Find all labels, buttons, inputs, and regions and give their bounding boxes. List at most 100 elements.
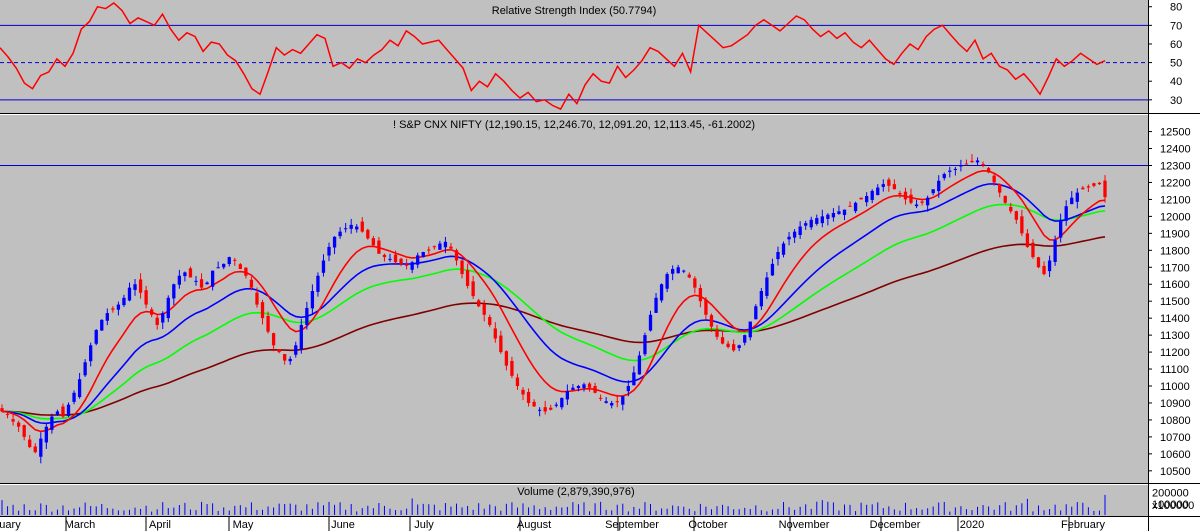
candle [743,334,747,346]
candle [205,281,209,285]
candle [388,253,392,262]
candle [515,373,520,390]
candle [377,237,381,254]
candle [399,257,403,267]
candle [233,257,237,266]
price-tick-label: 11000 [1160,381,1190,393]
rsi-panel [0,0,1148,113]
candle [748,321,752,341]
candle [338,227,342,239]
candle [698,284,703,308]
candle [89,342,93,367]
price-panel [0,115,1148,483]
candle [66,402,71,418]
rsi-tick-label: 40 [1170,76,1182,88]
price-tick-label: 11500 [1160,296,1190,308]
candle [111,306,115,313]
candle [149,307,154,318]
candle [133,279,137,296]
candle [909,188,913,205]
candle [770,258,775,276]
candle [964,159,969,165]
price-tick-label: 12300 [1160,160,1191,172]
volume-tick-label: 200000 [1152,488,1189,500]
candle [643,332,647,357]
price-tick-label: 12200 [1160,177,1191,189]
candle [898,190,902,198]
candle [166,295,170,323]
candle [482,300,486,322]
candle [715,324,719,340]
candle [604,397,608,404]
candle [1081,185,1085,190]
candle [194,276,198,286]
candle [465,263,470,289]
candle [820,209,824,228]
candle [188,266,193,278]
candle [438,240,442,250]
ema-green-line [1,203,1106,420]
volume-panel [0,485,1148,517]
candle [1003,195,1007,204]
candle [981,161,985,168]
candle [11,413,15,426]
candle [271,332,276,352]
candle [648,310,653,332]
candle [792,229,797,243]
candle [1059,213,1063,243]
candle [5,411,10,419]
candle [615,394,619,408]
candle [305,301,309,330]
candle [94,329,98,346]
candle [593,382,597,394]
candle [765,272,769,299]
price-tick-label: 11800 [1160,245,1190,257]
volume-unit-label: x100000 [1152,500,1194,512]
ema-red-line [1,169,1106,433]
candle [50,413,54,434]
month-label: December [870,519,921,531]
candle [992,173,996,186]
candle [222,263,226,270]
price-tick-label: 10900 [1160,398,1191,410]
candle [227,256,231,267]
candle [432,245,436,250]
candle [360,217,364,233]
candle [537,407,542,417]
candle [504,350,509,371]
candle [77,372,82,399]
price-tick-label: 11300 [1160,330,1190,342]
ema-blue-line [1,183,1106,425]
candle [327,242,331,262]
price-tick-label: 11900 [1160,228,1190,240]
candle [1020,209,1024,237]
candle [366,228,370,240]
rsi-line [0,2,1106,111]
candle [299,318,303,354]
candle [914,199,919,209]
month-label: May [233,519,254,531]
candle [1025,229,1030,248]
candle [454,248,459,266]
candle [1097,181,1102,185]
price-tick-label: 11600 [1160,279,1190,291]
candle [210,270,215,291]
candle [493,322,497,343]
candle [1047,255,1052,278]
candle [848,201,852,207]
candle [998,183,1002,198]
candle [371,236,376,246]
candle [1070,191,1074,205]
candle [975,157,980,165]
candle [787,232,791,246]
volume-tick-label: 100000 [1152,499,1189,511]
candle [931,189,935,196]
candle [349,218,353,234]
month-label: April [149,519,171,531]
candle [393,250,398,265]
candle [754,304,758,320]
candle [449,242,453,251]
candle [1092,182,1096,188]
candle [637,351,642,375]
